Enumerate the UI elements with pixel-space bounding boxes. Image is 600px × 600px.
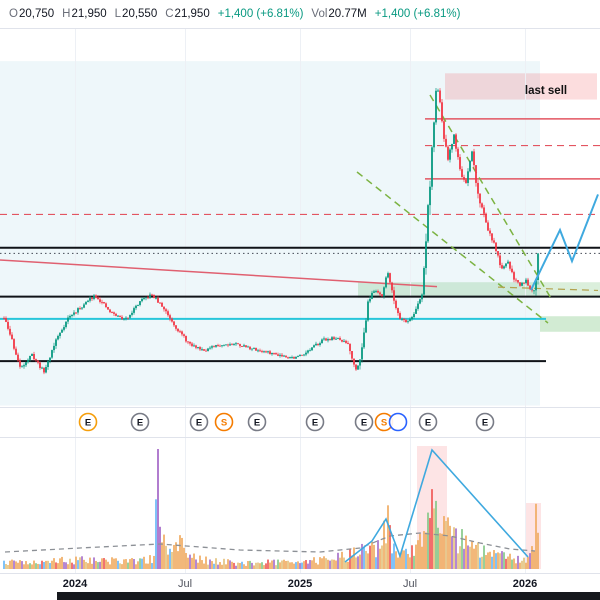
volume-value: 20.77M xyxy=(328,8,367,20)
last-sell-label: last sell xyxy=(525,85,567,97)
time-axis-label: Jul xyxy=(403,578,417,590)
time-axis-label: 2025 xyxy=(288,578,312,590)
svg-text:E: E xyxy=(196,418,202,429)
earnings-marker[interactable]: E xyxy=(189,412,209,432)
svg-text:S: S xyxy=(221,418,227,429)
low-value: 20,550 xyxy=(122,8,158,20)
chart-annotations: last sell xyxy=(525,85,567,97)
earnings-marker[interactable]: E xyxy=(354,412,374,432)
close-label: C xyxy=(165,8,174,20)
price-level-lines xyxy=(0,118,600,363)
open-label: O xyxy=(9,8,18,20)
svg-text:E: E xyxy=(312,418,318,429)
earnings-marker[interactable]: E xyxy=(78,412,98,432)
high-value: 21,950 xyxy=(71,8,107,20)
time-axis-label: Jul xyxy=(178,578,192,590)
volume-label: Vol xyxy=(311,8,328,20)
earnings-marker[interactable] xyxy=(388,412,408,432)
time-axis-label: 2024 xyxy=(63,578,88,590)
change-value: +1,400 (+6.81%) xyxy=(217,8,304,20)
close-value: 21,950 xyxy=(174,8,210,20)
earnings-marker[interactable]: E xyxy=(418,412,438,432)
volume-bars xyxy=(3,449,539,569)
volume-change-value: +1,400 (+6.81%) xyxy=(374,8,461,20)
time-axis: 2024 Jul 2025 Jul 2026 xyxy=(63,578,537,590)
earnings-marker[interactable]: E xyxy=(305,412,325,432)
volume-trend-line xyxy=(344,448,529,563)
svg-text:E: E xyxy=(361,418,367,429)
ohlc-header: O 20,750 H 21,950 L 20,550 C 21,950 +1,4… xyxy=(0,0,600,28)
volume-panel xyxy=(3,446,541,569)
earnings-marker[interactable]: E xyxy=(130,412,150,432)
svg-text:E: E xyxy=(137,418,143,429)
low-label: L xyxy=(114,8,122,20)
trendlines-layer xyxy=(0,94,599,324)
panel-separators xyxy=(0,28,600,574)
svg-text:E: E xyxy=(85,418,91,429)
candlestick-series xyxy=(3,88,539,375)
vertical-gridlines xyxy=(75,29,526,573)
volume-ma-dashed-line xyxy=(4,532,536,553)
earnings-marker[interactable]: S xyxy=(214,412,234,432)
earnings-marker[interactable]: E xyxy=(475,412,495,432)
svg-text:S: S xyxy=(381,418,387,429)
forecast-projection-line xyxy=(530,194,599,291)
time-axis-label: 2026 xyxy=(513,578,537,590)
earnings-marker[interactable]: E xyxy=(247,412,267,432)
svg-text:E: E xyxy=(482,418,488,429)
high-label: H xyxy=(62,8,71,20)
svg-text:E: E xyxy=(425,418,431,429)
timeline-scrollbar[interactable] xyxy=(57,592,600,600)
svg-text:E: E xyxy=(254,418,260,429)
open-value: 20,750 xyxy=(18,8,55,20)
